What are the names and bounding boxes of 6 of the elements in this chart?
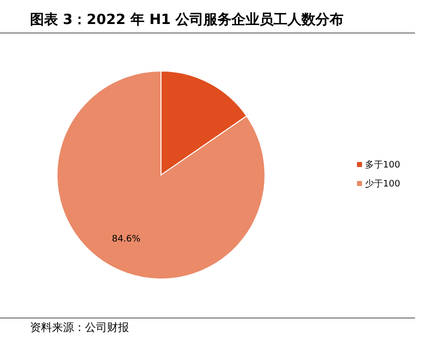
legend-label: 多于100 [365, 160, 400, 170]
chart-title: 图表 3：2022 年 H1 公司服务企业员工人数分布 [30, 12, 344, 28]
pie-slice [56, 70, 266, 280]
data-label: 84.6% [112, 234, 141, 244]
text: 资料来源：公司财报 [30, 321, 129, 334]
legend-label: 少于100 [365, 178, 400, 190]
